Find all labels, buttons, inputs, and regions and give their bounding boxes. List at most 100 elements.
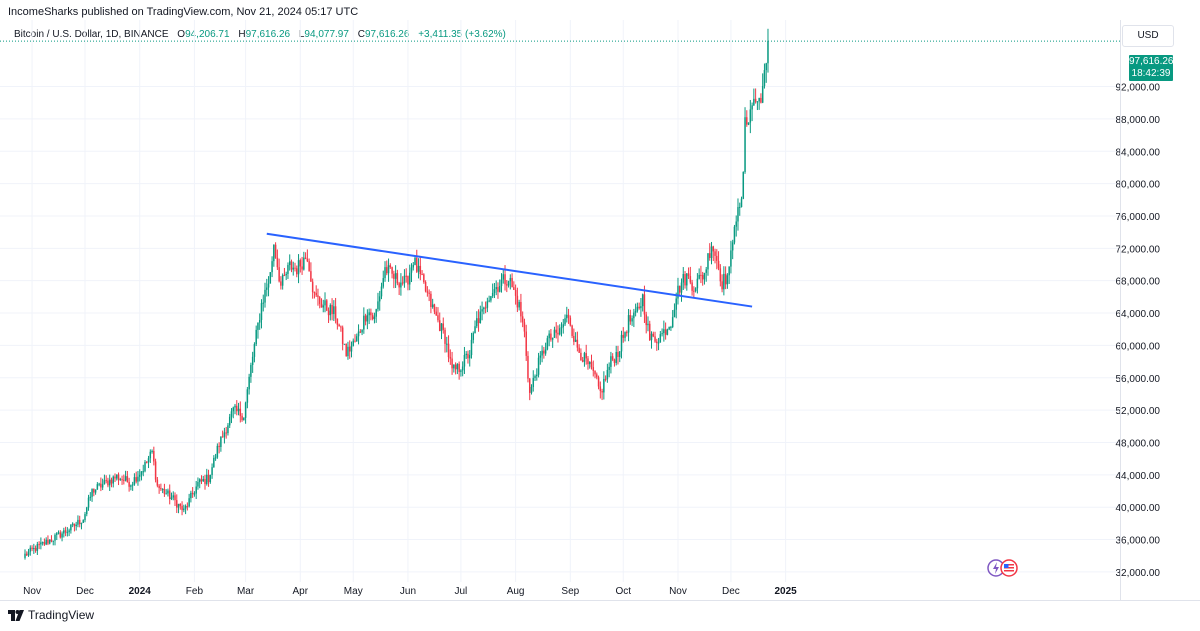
candle-body [696, 278, 699, 289]
candle-body [483, 307, 485, 310]
candle-body [468, 355, 471, 359]
candle-body [558, 328, 561, 335]
candle-body [310, 271, 312, 282]
candle-body [280, 281, 282, 286]
candle-body [207, 474, 210, 483]
candle-body [331, 304, 333, 315]
candle-body [234, 405, 236, 408]
y-tick-label: 36,000.00 [1116, 536, 1161, 547]
candle-body [677, 285, 679, 299]
candle-body [716, 255, 718, 261]
candle-body [253, 344, 256, 357]
candle-body [31, 547, 33, 550]
candle-body [636, 306, 639, 311]
candle-body [528, 378, 531, 393]
candle-body [765, 63, 767, 71]
candle-body [96, 484, 99, 490]
candle-body [486, 301, 489, 308]
candle-body [135, 477, 137, 482]
candle-body [664, 329, 667, 335]
candle-body [424, 282, 427, 292]
candle-body [423, 274, 425, 283]
candle-body [590, 361, 593, 368]
candle-body [435, 311, 437, 316]
symbol-name[interactable]: Bitcoin / U.S. Dollar, 1D, BINANCE [14, 29, 169, 40]
candle-body [165, 493, 167, 495]
candle-body [393, 273, 395, 279]
candle-body [396, 273, 399, 284]
candle-body [255, 329, 257, 345]
candle-body [629, 315, 632, 322]
candle-body [416, 257, 418, 272]
candle-body [410, 267, 413, 273]
candle-body [352, 340, 355, 346]
candle-body [493, 289, 496, 293]
candle-body [334, 306, 337, 319]
candle-body [56, 533, 58, 535]
y-tick-label: 64,000.00 [1116, 309, 1161, 320]
candle-body [428, 292, 430, 294]
candle-body [618, 351, 621, 357]
candle-body [213, 457, 215, 468]
candle-body [94, 489, 97, 493]
candle-body [63, 530, 65, 534]
candle-body [408, 272, 411, 285]
candle-body [287, 265, 289, 274]
last-price-badge: 97,616.26 18:42:39 [1129, 55, 1174, 81]
candle-body [195, 486, 197, 494]
candle-body [652, 333, 655, 337]
candle-body [647, 323, 649, 326]
candle-body [520, 302, 522, 317]
currency-button[interactable]: USD [1122, 25, 1174, 47]
candle-body [24, 553, 26, 558]
candle-body [241, 415, 243, 421]
candle-body [267, 283, 270, 288]
candle-body [278, 267, 280, 282]
y-tick-label: 32,000.00 [1116, 568, 1161, 579]
candle-body [698, 274, 700, 279]
candle-body [731, 242, 734, 251]
event-badges[interactable] [987, 558, 1021, 583]
candle-body [347, 346, 349, 357]
candle-body [537, 357, 540, 375]
candle-body [592, 367, 595, 371]
candle-body [232, 407, 234, 412]
candle-body [200, 479, 203, 482]
candle-body [86, 507, 88, 515]
candle-body [454, 364, 457, 370]
candle-body [373, 316, 376, 320]
candle-body [98, 483, 100, 485]
tradingview-logo[interactable]: TradingView [8, 608, 94, 622]
candle-body [34, 547, 37, 551]
candle-body [567, 314, 570, 318]
candle-body [400, 282, 402, 288]
candle-body [753, 98, 755, 106]
candle-body [361, 329, 363, 333]
candle-body [283, 275, 286, 277]
publisher-line: IncomeSharks published on TradingView.co… [8, 6, 359, 18]
candle-body [236, 405, 238, 412]
candle-body [244, 402, 247, 418]
candle-body [437, 315, 439, 321]
candle-body [511, 277, 513, 288]
candle-body [329, 304, 332, 316]
candle-body [746, 117, 748, 125]
y-tick-label: 80,000.00 [1116, 180, 1161, 191]
candle-body [495, 287, 497, 290]
y-tick-label: 48,000.00 [1116, 438, 1161, 449]
candle-body [723, 273, 725, 290]
candle-body [536, 374, 538, 377]
candle-body [514, 289, 517, 296]
tradingview-logo-icon [8, 610, 24, 622]
candle-body [142, 471, 144, 473]
candle-body [123, 479, 125, 481]
candle-body [153, 450, 155, 462]
candle-body [714, 251, 716, 256]
candle-body [394, 273, 397, 279]
candle-body [663, 329, 665, 334]
candle-body [89, 496, 92, 498]
candle-body [476, 318, 478, 327]
candle-body [158, 485, 160, 489]
candle-body [41, 542, 44, 544]
